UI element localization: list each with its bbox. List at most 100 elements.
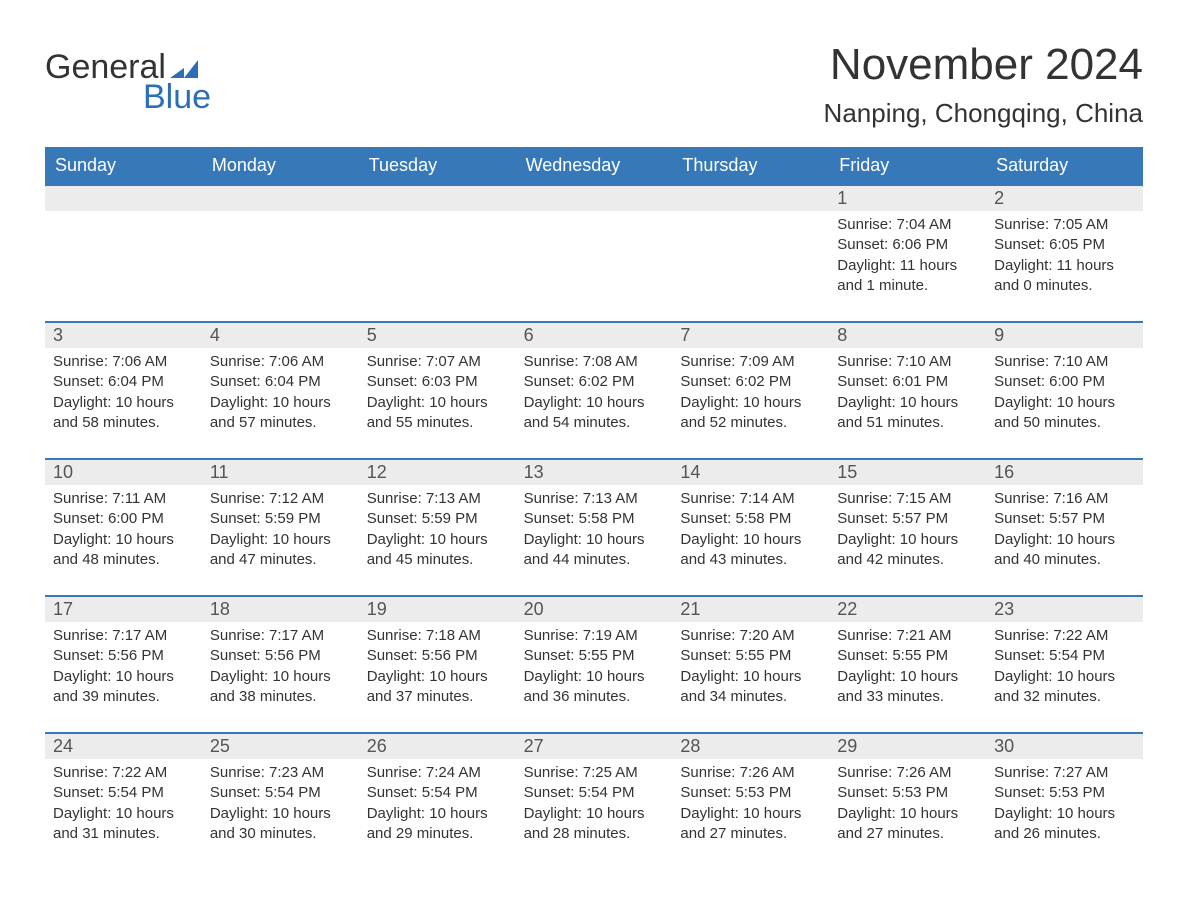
sunset-line: Sunset: 5:59 PM — [367, 509, 508, 529]
sunset-line: Sunset: 5:54 PM — [367, 783, 508, 803]
day-header: Friday — [829, 147, 986, 184]
day-cell — [516, 211, 673, 321]
day-number — [45, 186, 202, 211]
day-number: 1 — [829, 186, 986, 211]
daynum-row: 24252627282930 — [45, 732, 1143, 759]
sunset-line: Sunset: 5:55 PM — [680, 646, 821, 666]
calendar: SundayMondayTuesdayWednesdayThursdayFrid… — [45, 147, 1143, 869]
day-number — [359, 186, 516, 211]
daylight-line: Daylight: 10 hours and 27 minutes. — [680, 804, 821, 845]
sunset-line: Sunset: 5:57 PM — [994, 509, 1135, 529]
day-number: 5 — [359, 323, 516, 348]
day-header: Tuesday — [359, 147, 516, 184]
week-row: Sunrise: 7:04 AMSunset: 6:06 PMDaylight:… — [45, 211, 1143, 321]
daylight-line: Daylight: 10 hours and 39 minutes. — [53, 667, 194, 708]
sunrise-line: Sunrise: 7:20 AM — [680, 626, 821, 646]
day-header: Monday — [202, 147, 359, 184]
day-cell: Sunrise: 7:26 AMSunset: 5:53 PMDaylight:… — [829, 759, 986, 869]
sunset-line: Sunset: 5:53 PM — [680, 783, 821, 803]
day-cell: Sunrise: 7:07 AMSunset: 6:03 PMDaylight:… — [359, 348, 516, 458]
sunrise-line: Sunrise: 7:07 AM — [367, 352, 508, 372]
day-number: 11 — [202, 460, 359, 485]
daylight-line: Daylight: 10 hours and 33 minutes. — [837, 667, 978, 708]
day-header: Sunday — [45, 147, 202, 184]
day-number: 22 — [829, 597, 986, 622]
day-number: 6 — [516, 323, 673, 348]
day-number — [516, 186, 673, 211]
day-number: 23 — [986, 597, 1143, 622]
sunset-line: Sunset: 6:00 PM — [53, 509, 194, 529]
daylight-line: Daylight: 10 hours and 30 minutes. — [210, 804, 351, 845]
sunrise-line: Sunrise: 7:26 AM — [680, 763, 821, 783]
daylight-line: Daylight: 10 hours and 44 minutes. — [524, 530, 665, 571]
sunset-line: Sunset: 5:57 PM — [837, 509, 978, 529]
sunrise-line: Sunrise: 7:14 AM — [680, 489, 821, 509]
daylight-line: Daylight: 10 hours and 40 minutes. — [994, 530, 1135, 571]
daylight-line: Daylight: 10 hours and 28 minutes. — [524, 804, 665, 845]
day-number: 15 — [829, 460, 986, 485]
sunrise-line: Sunrise: 7:05 AM — [994, 215, 1135, 235]
day-number: 20 — [516, 597, 673, 622]
day-cell: Sunrise: 7:16 AMSunset: 5:57 PMDaylight:… — [986, 485, 1143, 595]
day-header: Saturday — [986, 147, 1143, 184]
daylight-line: Daylight: 10 hours and 47 minutes. — [210, 530, 351, 571]
day-number: 3 — [45, 323, 202, 348]
daylight-line: Daylight: 10 hours and 34 minutes. — [680, 667, 821, 708]
sunset-line: Sunset: 6:06 PM — [837, 235, 978, 255]
day-cell: Sunrise: 7:05 AMSunset: 6:05 PMDaylight:… — [986, 211, 1143, 321]
sunrise-line: Sunrise: 7:24 AM — [367, 763, 508, 783]
day-number: 14 — [672, 460, 829, 485]
daylight-line: Daylight: 11 hours and 1 minute. — [837, 256, 978, 297]
daylight-line: Daylight: 10 hours and 51 minutes. — [837, 393, 978, 434]
page-title: November 2024 — [824, 40, 1143, 90]
day-cell: Sunrise: 7:25 AMSunset: 5:54 PMDaylight:… — [516, 759, 673, 869]
day-cell: Sunrise: 7:10 AMSunset: 6:01 PMDaylight:… — [829, 348, 986, 458]
day-cell: Sunrise: 7:15 AMSunset: 5:57 PMDaylight:… — [829, 485, 986, 595]
day-number: 8 — [829, 323, 986, 348]
sunset-line: Sunset: 5:56 PM — [53, 646, 194, 666]
day-number: 25 — [202, 734, 359, 759]
daynum-row: 3456789 — [45, 321, 1143, 348]
day-cell: Sunrise: 7:18 AMSunset: 5:56 PMDaylight:… — [359, 622, 516, 732]
daylight-line: Daylight: 10 hours and 29 minutes. — [367, 804, 508, 845]
sunset-line: Sunset: 5:54 PM — [994, 646, 1135, 666]
sunset-line: Sunset: 6:04 PM — [210, 372, 351, 392]
daynum-row: 17181920212223 — [45, 595, 1143, 622]
sunrise-line: Sunrise: 7:25 AM — [524, 763, 665, 783]
day-header: Thursday — [672, 147, 829, 184]
day-cell: Sunrise: 7:22 AMSunset: 5:54 PMDaylight:… — [986, 622, 1143, 732]
sunset-line: Sunset: 5:55 PM — [837, 646, 978, 666]
daylight-line: Daylight: 11 hours and 0 minutes. — [994, 256, 1135, 297]
day-cell: Sunrise: 7:19 AMSunset: 5:55 PMDaylight:… — [516, 622, 673, 732]
day-number: 28 — [672, 734, 829, 759]
sunrise-line: Sunrise: 7:10 AM — [837, 352, 978, 372]
day-cell: Sunrise: 7:11 AMSunset: 6:00 PMDaylight:… — [45, 485, 202, 595]
sunrise-line: Sunrise: 7:08 AM — [524, 352, 665, 372]
week-row: Sunrise: 7:11 AMSunset: 6:00 PM Daylight:… — [45, 485, 1143, 595]
sunrise-line: Sunrise: 7:11 AM — [53, 489, 194, 509]
sunrise-line: Sunrise: 7:23 AM — [210, 763, 351, 783]
day-cell: Sunrise: 7:26 AMSunset: 5:53 PMDaylight:… — [672, 759, 829, 869]
day-number: 18 — [202, 597, 359, 622]
daylight-line: Daylight: 10 hours and 36 minutes. — [524, 667, 665, 708]
day-cell — [672, 211, 829, 321]
sunset-line: Sunset: 5:56 PM — [210, 646, 351, 666]
daylight-line: Daylight: 10 hours and 50 minutes. — [994, 393, 1135, 434]
daylight-line: Daylight: 10 hours and 38 minutes. — [210, 667, 351, 708]
day-number: 30 — [986, 734, 1143, 759]
day-cell: Sunrise: 7:17 AMSunset: 5:56 PMDaylight:… — [202, 622, 359, 732]
day-cell: Sunrise: 7:14 AMSunset: 5:58 PMDaylight:… — [672, 485, 829, 595]
day-header: Wednesday — [516, 147, 673, 184]
day-cell: Sunrise: 7:06 AMSunset: 6:04 PMDaylight:… — [202, 348, 359, 458]
sunrise-line: Sunrise: 7:17 AM — [53, 626, 194, 646]
week-row: Sunrise: 7:17 AMSunset: 5:56 PMDaylight:… — [45, 622, 1143, 732]
daynum-row: 12 — [45, 184, 1143, 211]
day-number: 17 — [45, 597, 202, 622]
day-cell: Sunrise: 7:09 AMSunset: 6:02 PMDaylight:… — [672, 348, 829, 458]
sunset-line: Sunset: 5:53 PM — [837, 783, 978, 803]
day-cell: Sunrise: 7:08 AMSunset: 6:02 PMDaylight:… — [516, 348, 673, 458]
day-cell: Sunrise: 7:13 AMSunset: 5:58 PMDaylight:… — [516, 485, 673, 595]
sunrise-line: Sunrise: 7:26 AM — [837, 763, 978, 783]
sunrise-line: Sunrise: 7:21 AM — [837, 626, 978, 646]
sunset-line: Sunset: 6:02 PM — [524, 372, 665, 392]
